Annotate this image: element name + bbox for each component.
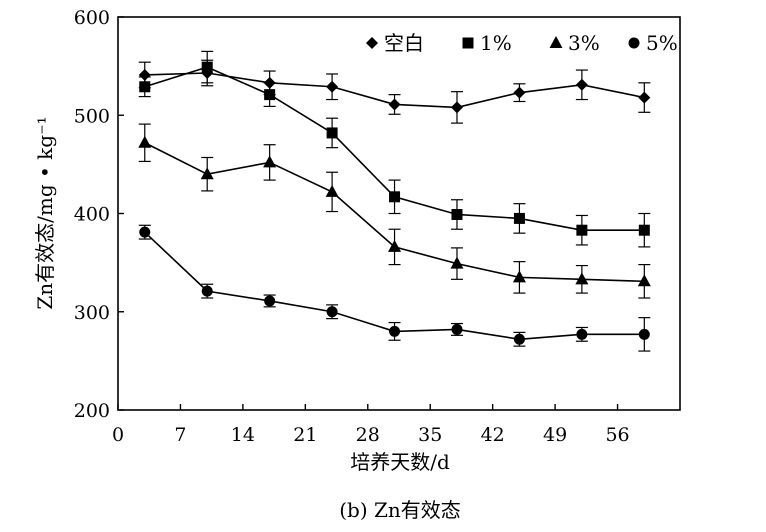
y-tick-labels: 200 300 400 500 600 <box>74 7 110 422</box>
data-point <box>576 224 588 236</box>
series-layer <box>138 50 651 352</box>
data-point <box>513 212 525 224</box>
data-point <box>513 333 525 345</box>
data-point <box>389 191 401 203</box>
data-point <box>638 91 651 104</box>
legend-marker <box>549 36 563 48</box>
data-point <box>450 256 464 269</box>
data-point <box>138 135 152 148</box>
y-tick-label: 200 <box>74 400 110 422</box>
data-point <box>575 272 589 285</box>
x-tick-label: 0 <box>112 424 124 446</box>
series-3 <box>138 123 651 299</box>
data-point <box>139 81 151 93</box>
x-tick-label: 28 <box>356 424 380 446</box>
y-axis-title: Zn有效态/mg • kg⁻¹ <box>33 116 57 309</box>
data-point <box>638 224 650 236</box>
legend: 空白 1% 3% 5% <box>366 31 678 55</box>
data-point <box>263 155 277 168</box>
data-point <box>451 208 463 220</box>
x-tick-label: 14 <box>231 424 255 446</box>
legend-marker <box>462 37 474 49</box>
data-point <box>637 274 651 287</box>
data-point <box>575 78 588 91</box>
data-point <box>513 86 526 99</box>
data-point <box>450 101 463 114</box>
x-tick-label: 7 <box>174 424 186 446</box>
y-tick-label: 600 <box>74 7 110 29</box>
data-point <box>138 68 151 81</box>
data-point <box>576 328 588 340</box>
chart-caption: (b) Zn有效态 <box>339 498 461 522</box>
legend-label: 5% <box>646 31 678 55</box>
data-point <box>201 61 213 73</box>
data-point <box>326 80 339 93</box>
data-point <box>638 328 650 340</box>
x-tick-label: 42 <box>481 424 505 446</box>
data-point <box>200 167 214 180</box>
y-tick-label: 400 <box>74 204 110 226</box>
series-1 <box>138 59 651 124</box>
legend-marker <box>628 37 640 49</box>
x-tick-label: 49 <box>543 424 567 446</box>
axis-ticks <box>117 16 619 411</box>
series-4 <box>138 224 651 352</box>
data-point <box>451 323 463 335</box>
legend-label: 3% <box>568 31 600 55</box>
y-tick-label: 500 <box>74 105 110 127</box>
legend-label: 1% <box>480 31 512 55</box>
data-point <box>388 98 401 111</box>
data-point <box>388 239 402 252</box>
data-point <box>326 306 338 318</box>
legend-marker <box>366 37 378 49</box>
x-axis-title: 培养天数/d <box>350 450 450 474</box>
series-2 <box>138 50 651 248</box>
data-point <box>326 127 338 139</box>
x-tick-label: 35 <box>418 424 442 446</box>
data-point <box>325 184 339 197</box>
plot-area <box>117 16 681 411</box>
x-tick-labels: 0 7 14 21 28 35 42 49 56 <box>112 424 630 446</box>
data-point <box>201 285 213 297</box>
data-point <box>139 226 151 238</box>
data-point <box>389 325 401 337</box>
data-point <box>264 89 276 101</box>
legend-label: 空白 <box>384 31 424 55</box>
x-tick-label: 21 <box>293 424 317 446</box>
y-tick-label: 300 <box>74 302 110 324</box>
data-point <box>512 270 526 283</box>
x-tick-label: 56 <box>605 424 629 446</box>
data-point <box>264 295 276 307</box>
